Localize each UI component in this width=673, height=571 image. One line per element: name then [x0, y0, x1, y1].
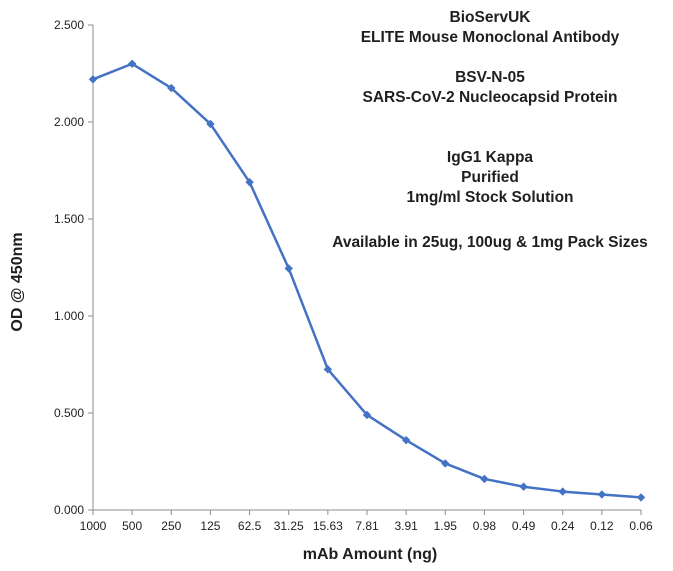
data-point [284, 264, 293, 273]
x-tick-label: 7.81 [355, 519, 379, 533]
x-tick-label: 15.63 [313, 519, 343, 533]
y-tick-label: 2.500 [54, 18, 84, 32]
data-point [519, 482, 528, 491]
x-tick-label: 0.12 [590, 519, 614, 533]
y-tick-label: 1.500 [54, 212, 84, 226]
y-tick-label: 2.000 [54, 115, 84, 129]
data-point [597, 490, 607, 499]
x-tick-label: 0.98 [473, 519, 497, 533]
target-antigen: SARS-CoV-2 Nucleocapsid Protein [362, 89, 618, 106]
y-tick-labels: 0.000 0.500 1.000 1.500 2.000 2.500 [54, 18, 93, 517]
x-tick-label: 0.06 [629, 519, 653, 533]
product-spec-block: IgG1 Kappa Purified 1mg/ml Stock Solutio… [300, 148, 673, 208]
data-point [362, 410, 372, 420]
data-point [127, 59, 137, 68]
data-point [323, 365, 333, 374]
concentration: 1mg/ml Stock Solution [406, 189, 574, 206]
x-tick-label: 62.5 [238, 519, 262, 533]
x-tick-label: 31.25 [274, 519, 304, 533]
data-point [558, 487, 567, 496]
product-line: ELITE Mouse Monoclonal Antibody [360, 29, 620, 46]
data-point [88, 75, 98, 84]
x-tick-label: 125 [200, 519, 220, 533]
data-point [480, 474, 489, 484]
data-point [206, 119, 215, 129]
product-id-block: BSV-N-05 SARS-CoV-2 Nucleocapsid Protein [300, 68, 673, 108]
data-point [636, 493, 646, 502]
data-point [441, 459, 450, 468]
x-tick-labels: 1000 500 250 125 62.5 31.25 15.63 7.81 3.91 1.95 0… [80, 510, 653, 533]
x-tick-label: 1000 [80, 519, 107, 533]
data-point [245, 177, 254, 187]
isotype: IgG1 Kappa [446, 149, 534, 166]
pack-sizes: Available in 25ug, 100ug & 1mg Pack Size… [332, 234, 648, 251]
x-tick-label: 250 [161, 519, 181, 533]
x-tick-label: 3.91 [394, 519, 418, 533]
product-info-block: BioServUK ELITE Mouse Monoclonal Antibod… [300, 8, 673, 48]
product-code: BSV-N-05 [455, 69, 525, 86]
y-tick-label: 0.000 [54, 503, 84, 517]
pack-sizes-block: Available in 25ug, 100ug & 1mg Pack Size… [300, 233, 673, 253]
series-line [92, 62, 642, 499]
y-axis-label: OD @ 450nm [9, 232, 26, 331]
brand-name: BioServUK [449, 9, 531, 26]
x-axis-label: mAb Amount (ng) [303, 546, 437, 563]
series-group [88, 59, 646, 502]
x-tick-label: 0.24 [551, 519, 575, 533]
x-tick-label: 500 [122, 519, 142, 533]
data-point [401, 435, 411, 445]
purification: Purified [461, 169, 519, 186]
data-point [167, 83, 176, 93]
x-tick-label: 0.49 [512, 519, 536, 533]
x-tick-label: 1.95 [434, 519, 458, 533]
y-tick-label: 1.000 [54, 309, 84, 323]
y-tick-label: 0.500 [54, 406, 84, 420]
